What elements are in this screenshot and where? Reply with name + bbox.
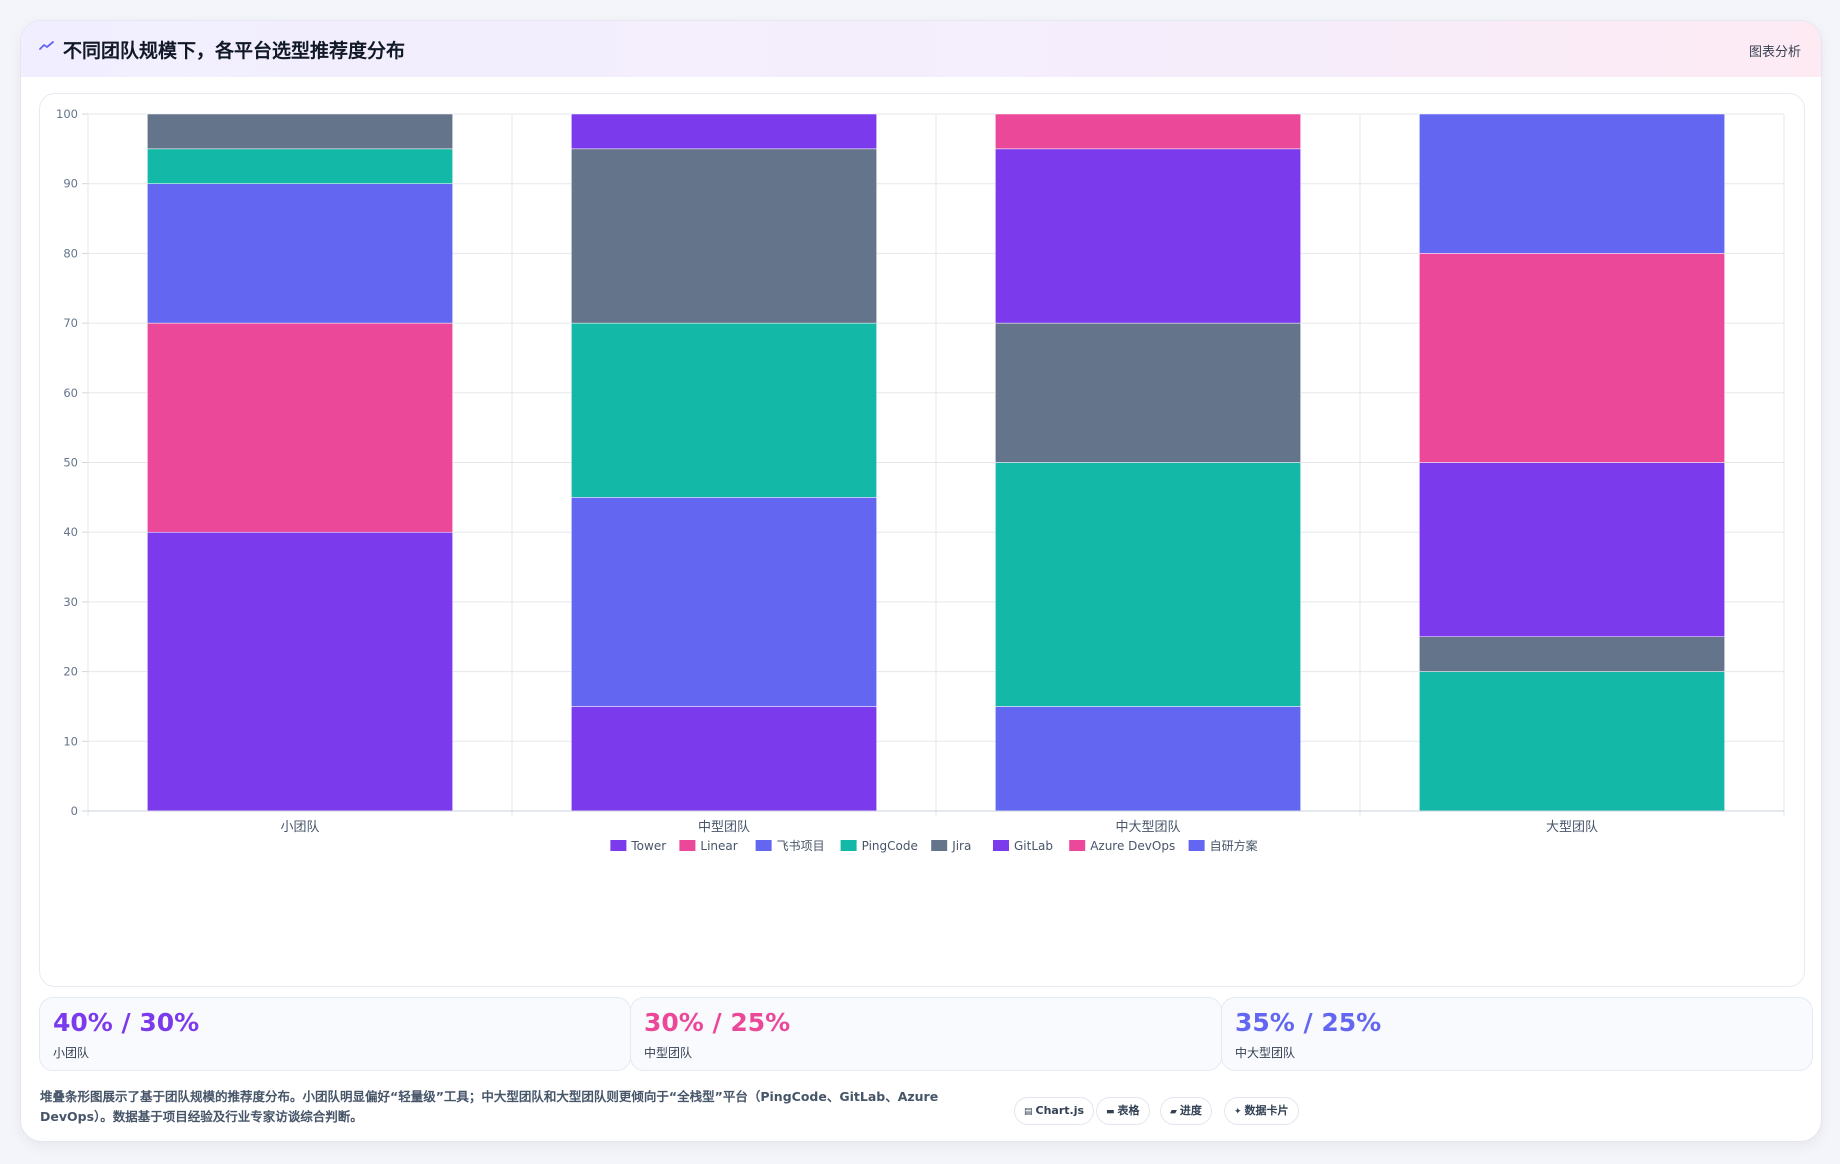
legend-swatch — [993, 840, 1009, 851]
bar-segment-pingcode[interactable] — [995, 462, 1301, 707]
legend-item[interactable]: Tower — [610, 839, 666, 853]
x-tick-label: 大型团队 — [1546, 820, 1598, 835]
x-tick-label: 中型团队 — [698, 820, 750, 835]
y-tick-label: 0 — [71, 804, 78, 818]
legend-label: Tower — [630, 839, 666, 853]
stat-value: 35% / 25% — [1235, 1008, 1382, 1037]
bar-segment-jira[interactable] — [1419, 636, 1725, 672]
stat-label: 中大型团队 — [1235, 1046, 1296, 1060]
chip-chartjs[interactable]: ▤ Chart.js — [1014, 1097, 1095, 1125]
bar-segment-飞书项目[interactable] — [147, 183, 453, 324]
legend-label: Linear — [700, 839, 737, 853]
legend-swatch — [840, 840, 857, 851]
legend-label: 自研方案 — [1210, 838, 1258, 853]
legend-label: Azure DevOps — [1090, 839, 1175, 853]
trend-line-icon — [39, 41, 54, 50]
legend-item[interactable]: 飞书项目 — [755, 839, 825, 853]
bar-segment-jira[interactable] — [995, 322, 1301, 463]
y-tick-label: 20 — [63, 665, 78, 679]
legend-item[interactable]: Azure DevOps — [1069, 839, 1175, 853]
legend-swatch — [679, 840, 696, 851]
x-tick-label: 小团队 — [280, 820, 319, 835]
chart-analysis-tag[interactable]: 图表分析 — [1748, 45, 1801, 60]
y-tick-label: 90 — [63, 177, 78, 191]
bar-segment-gitlab[interactable] — [995, 148, 1301, 324]
y-tick-label: 40 — [63, 525, 78, 539]
stacked-bar-chart: 0 10 20 30 40 50 60 70 80 90 100 小团队 中型团队 中大型团队 大型团队 T… — [56, 107, 1785, 853]
bar-segment-gitlab[interactable] — [571, 113, 877, 150]
table-icon: ▬ — [1106, 1107, 1115, 1117]
stat-card-medium-team: 30% / 25% 中型团队 — [630, 997, 1222, 1071]
bar-segment-jira[interactable] — [571, 148, 877, 324]
x-tick-label: 中大型团队 — [1115, 820, 1180, 835]
bar-segment-pingcode[interactable] — [147, 148, 453, 184]
stat-value: 30% / 25% — [644, 1008, 791, 1037]
legend-label: 飞书项目 — [777, 839, 825, 853]
chart-title: 不同团队规模下，各平台选型推荐度分布 — [63, 40, 406, 62]
bar-segment-自研方案[interactable] — [1419, 113, 1725, 254]
legend-item[interactable]: GitLab — [993, 839, 1053, 853]
legend-label: PingCode — [862, 839, 918, 853]
chip-data-card[interactable]: ✦ 数据卡片 — [1224, 1097, 1299, 1125]
chart-icon: ▤ — [1024, 1107, 1033, 1117]
bar-segment-azure-devops[interactable] — [1419, 253, 1725, 463]
chart-panel: 0 10 20 30 40 50 60 70 80 90 100 小团队 中型团队 中大型团队 大型团队 T… — [39, 93, 1805, 987]
legend-label: GitLab — [1014, 839, 1053, 853]
bar-segment-tower[interactable] — [571, 706, 877, 812]
stat-card-medium-large-team: 35% / 25% 中大型团队 — [1221, 997, 1813, 1071]
card-header: 不同团队规模下，各平台选型推荐度分布 图表分析 — [21, 21, 1821, 77]
legend-label: Jira — [951, 839, 971, 853]
stat-value: 40% / 30% — [53, 1008, 200, 1037]
y-tick-label: 100 — [56, 107, 78, 121]
y-tick-label: 80 — [63, 246, 78, 260]
bar-segment-飞书项目[interactable] — [995, 706, 1301, 812]
chart-card: 不同团队规模下，各平台选型推荐度分布 图表分析 0 10 20 30 40 50 60 70 8… — [20, 20, 1822, 1142]
bar-segment-tower[interactable] — [147, 531, 453, 812]
y-tick-label: 70 — [63, 316, 78, 330]
legend-item[interactable]: 自研方案 — [1188, 838, 1258, 853]
stat-card-small-team: 40% / 30% 小团队 — [39, 997, 631, 1071]
y-tick-label: 10 — [63, 734, 78, 748]
chip-label: 进度 — [1179, 1104, 1202, 1117]
legend-swatch — [610, 840, 627, 851]
legend-swatch — [1069, 840, 1086, 851]
y-tick-label: 60 — [63, 386, 78, 400]
legend-swatch — [931, 840, 948, 851]
chip-label: 表格 — [1117, 1104, 1140, 1117]
bar-segment-pingcode[interactable] — [571, 322, 877, 498]
y-tick-label: 50 — [63, 456, 78, 470]
bar-segment-飞书项目[interactable] — [571, 497, 877, 707]
bar-segment-pingcode[interactable] — [1419, 671, 1725, 812]
legend-item[interactable]: PingCode — [840, 839, 918, 853]
y-tick-label: 30 — [63, 595, 78, 609]
bar-segment-jira[interactable] — [147, 113, 453, 150]
chip-table[interactable]: ▬ 表格 — [1096, 1097, 1150, 1125]
chart-description: 堆叠条形图展示了基于团队规模的推荐度分布。小团队明显偏好“轻量级”工具；中大型团… — [40, 1089, 939, 1124]
legend-item[interactable]: Jira — [931, 839, 971, 853]
chip-progress[interactable]: ▰ 进度 — [1160, 1097, 1212, 1125]
progress-icon: ▰ — [1170, 1107, 1177, 1117]
legend-swatch — [1188, 840, 1205, 851]
bar-segment-gitlab[interactable] — [1419, 462, 1725, 637]
legend-swatch — [755, 840, 772, 851]
card-icon: ✦ — [1234, 1107, 1242, 1117]
chip-label: 数据卡片 — [1244, 1104, 1289, 1117]
legend-item[interactable]: Linear — [679, 839, 738, 853]
bar-segment-linear[interactable] — [147, 322, 453, 533]
stat-label: 小团队 — [53, 1046, 90, 1060]
bar-segment-azure-devops[interactable] — [995, 113, 1301, 150]
stat-label: 中型团队 — [644, 1046, 693, 1060]
chip-label: Chart.js — [1035, 1104, 1085, 1117]
